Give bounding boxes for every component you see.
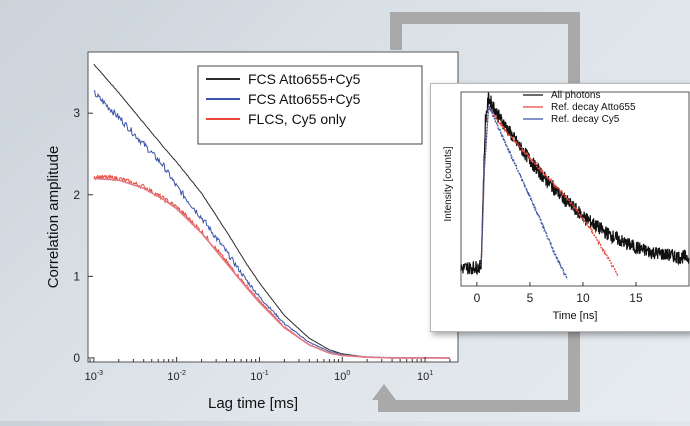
inset-x-tick-label: 15 [629,291,643,305]
legend-label: FCS Atto655+Cy5 [248,71,361,87]
inset-series-line-2 [480,104,568,280]
lifetime-decay-chart: 0 5 10 15 Time [ns] Intensity [counts] All pho… [443,90,690,322]
inset-x-tick-label: 0 [474,291,481,305]
legend-label: FCS Atto655+Cy5 [248,91,361,107]
inset-x-tick-label: 10 [576,291,590,305]
inset-chart-panel: 0 5 10 15 Time [ns] Intensity [counts] All pho… [430,83,690,332]
inset-series-line-0 [460,92,690,276]
inset-x-tick-label: 5 [527,291,534,305]
x-tick-label: 100 [334,370,350,383]
x-tick-label: 101 [417,370,433,383]
inset-y-axis-label: Intensity [counts] [443,146,454,221]
x-axis-label: Lag time [ms] [208,395,298,412]
inset-legend-label: Ref. decay Cy5 [551,114,620,125]
fcs-correlation-chart: 0 1 2 3 10-3 10-2 10-1 100 101 Lag time [ms] Corre… [45,51,459,412]
series-line-3 [93,177,450,359]
x-tick-label: 10-2 [167,370,186,383]
y-tick-label: 0 [73,351,80,365]
y-tick-label: 1 [73,269,80,283]
inset-x-axis-label: Time [ns] [553,310,598,322]
y-tick-label: 2 [73,188,80,202]
inset-series-line-1 [480,107,619,277]
inset-legend-label: All photons [551,90,600,101]
y-tick-label: 3 [73,106,80,120]
connector-arrow [372,12,580,412]
main-chart-panel: 0 1 2 3 10-3 10-2 10-1 100 101 Lag time [ms] Corre… [45,51,459,412]
x-tick-label: 10-1 [250,370,269,383]
inset-legend-label: Ref. decay Atto655 [551,102,636,113]
connector-arrowhead [372,384,396,400]
x-tick-label: 10-3 [85,370,104,383]
y-axis-label: Correlation amplitude [45,146,62,289]
legend-label: FLCS, Cy5 only [248,111,346,127]
